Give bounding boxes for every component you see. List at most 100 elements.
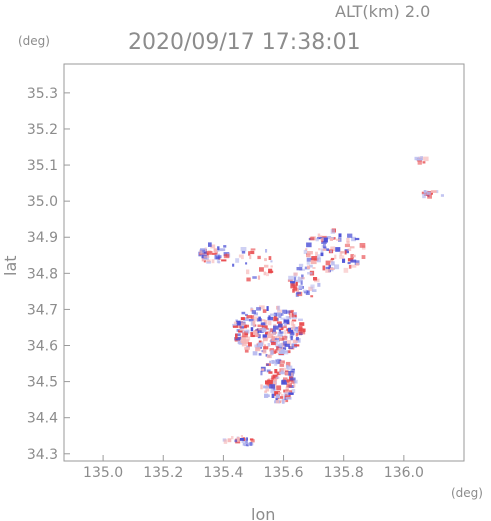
northern-band-speckle <box>212 252 218 255</box>
central-cluster-speckle <box>292 315 298 319</box>
northern-band-speckle <box>353 254 356 258</box>
northern-band-speckle <box>257 275 261 280</box>
x-tick-label: 136.0 <box>384 465 424 481</box>
central-cluster-speckle <box>257 328 263 333</box>
northern-band-speckle <box>288 275 294 281</box>
central-cluster-speckle <box>246 345 250 348</box>
central-cluster-speckle <box>256 318 262 322</box>
northern-band-speckle <box>305 248 308 251</box>
central-cluster-speckle <box>243 317 249 321</box>
central-cluster-speckle <box>260 370 263 376</box>
central-cluster-speckle <box>279 371 285 375</box>
north-east-echo-speckle <box>420 156 423 160</box>
northern-band-speckle <box>346 241 350 245</box>
central-cluster-speckle <box>275 343 281 347</box>
central-cluster-speckle <box>288 392 294 395</box>
northern-band-speckle <box>240 247 247 252</box>
northern-band-speckle <box>344 243 350 248</box>
northern-band-speckle <box>259 267 264 272</box>
central-cluster-speckle <box>235 337 242 341</box>
central-cluster-speckle <box>264 393 269 398</box>
northern-band-speckle <box>331 261 335 266</box>
central-cluster-speckle <box>283 379 286 383</box>
northern-band-speckle <box>295 279 301 283</box>
central-cluster-speckle <box>283 335 287 337</box>
central-cluster-speckle <box>279 337 285 341</box>
northern-band-speckle <box>296 291 301 295</box>
x-tick-label: 135.0 <box>83 465 123 481</box>
central-cluster-speckle <box>280 317 286 320</box>
central-cluster-speckle <box>272 360 277 363</box>
central-cluster-speckle <box>277 309 282 313</box>
northern-band-speckle <box>344 249 349 254</box>
central-cluster-speckle <box>244 347 250 350</box>
central-cluster-speckle <box>282 341 287 346</box>
northern-band-speckle <box>199 249 205 254</box>
northern-band-speckle <box>303 249 307 254</box>
central-cluster-speckle <box>283 377 288 382</box>
northern-band-speckle <box>307 251 313 255</box>
northern-band-speckle <box>210 244 216 249</box>
northern-band-speckle <box>211 259 215 264</box>
x-axis-label: lon <box>251 505 275 521</box>
northern-band-speckle <box>306 242 312 248</box>
central-cluster-speckle <box>274 369 278 374</box>
northern-band-speckle <box>216 248 220 252</box>
central-cluster-speckle <box>269 384 276 389</box>
central-cluster-speckle <box>250 332 255 337</box>
southern-echo-speckle <box>240 435 243 440</box>
y-axis-unit: (deg) <box>18 34 50 48</box>
central-cluster-speckle <box>285 396 292 400</box>
northern-band-speckle <box>203 255 210 258</box>
southern-echo-speckle <box>231 436 234 440</box>
northern-band-speckle <box>310 284 315 289</box>
x-tick-label: 135.2 <box>143 465 183 481</box>
central-cluster-speckle <box>284 343 290 347</box>
central-cluster-speckle <box>261 368 265 371</box>
central-cluster-speckle <box>262 309 267 313</box>
central-cluster-speckle <box>261 319 266 322</box>
northern-band-speckle <box>263 271 266 276</box>
northern-band-speckle <box>322 248 327 251</box>
northern-band-speckle <box>359 243 366 248</box>
central-cluster-speckle <box>281 336 288 340</box>
central-cluster-speckle <box>245 336 251 341</box>
northern-band-speckle <box>325 260 331 266</box>
central-cluster-speckle <box>284 393 291 399</box>
central-cluster-speckle <box>279 331 284 334</box>
north-east-echo-speckle <box>417 160 422 165</box>
plot-area-frame <box>63 63 465 462</box>
central-cluster-speckle <box>235 333 238 339</box>
central-cluster-speckle <box>262 327 265 331</box>
y-tick-label: 35.3 <box>27 86 58 102</box>
northern-band-speckle <box>330 229 336 234</box>
northern-band-speckle <box>293 272 298 276</box>
x-tick-label: 135.8 <box>324 465 364 481</box>
northern-band-speckle <box>223 254 230 259</box>
central-cluster-speckle <box>238 324 242 329</box>
northern-band-speckle <box>223 245 227 248</box>
central-cluster-speckle <box>262 337 268 342</box>
northern-band-speckle <box>298 285 303 289</box>
central-cluster-speckle <box>258 328 264 331</box>
northern-band-speckle <box>235 258 240 263</box>
central-cluster-speckle <box>237 340 243 344</box>
north-east-echo-speckle <box>436 190 439 194</box>
north-east-echo-speckle <box>440 194 444 197</box>
northern-band-speckle <box>323 246 327 251</box>
southern-echo-speckle <box>234 439 238 443</box>
northern-band-speckle <box>306 265 311 269</box>
central-cluster-speckle <box>265 380 269 385</box>
central-cluster-speckle <box>252 321 256 326</box>
central-cluster-speckle <box>241 311 246 315</box>
central-cluster-speckle <box>267 333 274 339</box>
northern-band-speckle <box>330 246 336 252</box>
northern-band-speckle <box>350 254 354 259</box>
central-cluster-speckle <box>278 344 283 347</box>
central-cluster-speckle <box>269 348 274 352</box>
central-cluster-speckle <box>280 367 287 371</box>
northern-band-speckle <box>264 258 267 262</box>
northern-band-speckle <box>330 257 335 260</box>
central-cluster-speckle <box>267 320 272 326</box>
northern-band-speckle <box>347 248 352 251</box>
